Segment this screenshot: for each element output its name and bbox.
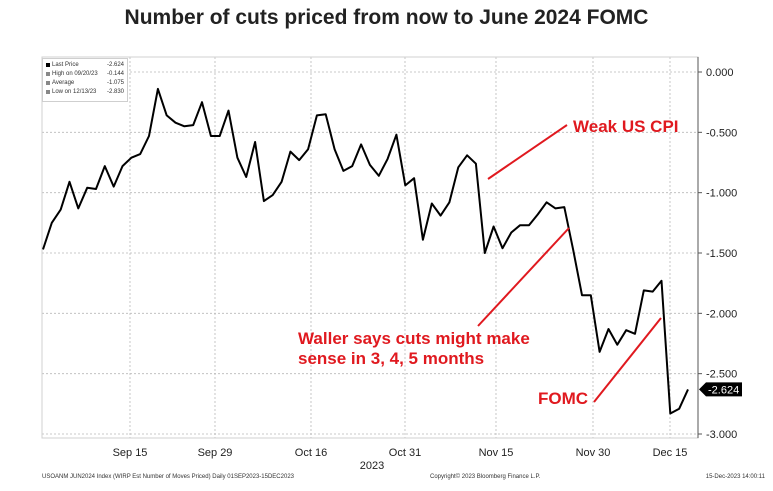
y-tick-label: -2.500 — [706, 369, 737, 381]
series-line — [42, 87, 689, 415]
legend-value: -2.830 — [106, 89, 124, 95]
annotation-arrow-line — [487, 124, 568, 180]
tick-labels: 0.000 -0.500 -1.000 -1.500 -2.000 -2.500 -3.00… — [113, 67, 742, 472]
annotations: Weak US CPI Waller says cuts might makese… — [298, 117, 679, 408]
x-tick-label: Oct 31 — [389, 447, 421, 459]
legend-label: Low on 12/13/23 — [52, 89, 97, 95]
footer-source: USOANM JUN2024 Index (WIRP Est Number of… — [42, 474, 294, 480]
series-layer — [42, 87, 689, 415]
legend-label: High on 09/20/23 — [52, 71, 98, 77]
chart-title: Number of cuts priced from now to June 2… — [124, 6, 649, 29]
annotation-waller-line: Waller says cuts might make — [298, 329, 530, 348]
grid-lines — [42, 57, 698, 438]
legend-row-low: Low on 12/13/23 -2.830 — [46, 88, 126, 96]
legend-value: -2.624 — [106, 62, 124, 68]
x-tick-label: Nov 15 — [479, 447, 514, 459]
y-tick-label: -1.000 — [706, 188, 737, 200]
last-price-label: -2.624 — [708, 384, 739, 396]
annotation-weak-cpi: Weak US CPI — [573, 117, 679, 136]
x-year-label: 2023 — [360, 460, 384, 472]
plot-frame — [41, 56, 699, 439]
footer-timestamp: 15-Dec-2023 14:00:11 — [705, 474, 765, 480]
x-tick-label: Oct 16 — [295, 447, 327, 459]
legend-row-last-price: Last Price -2.624 — [46, 61, 126, 69]
x-tick-label: Nov 30 — [576, 447, 611, 459]
legend-row-high: High on 09/20/23 -0.144 — [46, 70, 126, 78]
x-tick-label: Sep 15 — [113, 447, 148, 459]
y-tick-label: 0.000 — [706, 67, 734, 79]
legend-swatch-icon — [46, 72, 50, 76]
legend-label: Last Price — [52, 62, 79, 68]
axes — [41, 56, 702, 439]
y-tick-label: -2.000 — [706, 308, 737, 320]
last-price-badge — [699, 382, 742, 397]
legend-swatch-icon — [46, 90, 50, 94]
footer-copyright: Copyright© 2023 Bloomberg Finance L.P. — [430, 474, 541, 480]
x-tick-label: Dec 15 — [653, 447, 688, 459]
y-tick-label: -1.500 — [706, 248, 737, 260]
legend-value: -0.144 — [106, 71, 124, 77]
y-tick-label: -3.000 — [706, 429, 737, 441]
legend-swatch-icon — [46, 63, 50, 67]
legend-swatch-icon — [46, 81, 50, 85]
legend-value: -1.075 — [106, 80, 124, 86]
annotation-arrow-line — [593, 317, 662, 403]
annotation-arrow-line — [477, 227, 570, 327]
y-tick-label: -0.500 — [706, 127, 737, 139]
x-tick-label: Sep 29 — [198, 447, 233, 459]
annotation-fomc: FOMC — [538, 389, 588, 408]
legend: Last Price -2.624 High on 09/20/23 -0.14… — [42, 58, 128, 102]
annotation-waller-line: sense in 3, 4, 5 months — [298, 349, 484, 368]
legend-label: Average — [52, 80, 75, 86]
legend-row-average: Average -1.075 — [46, 79, 126, 87]
